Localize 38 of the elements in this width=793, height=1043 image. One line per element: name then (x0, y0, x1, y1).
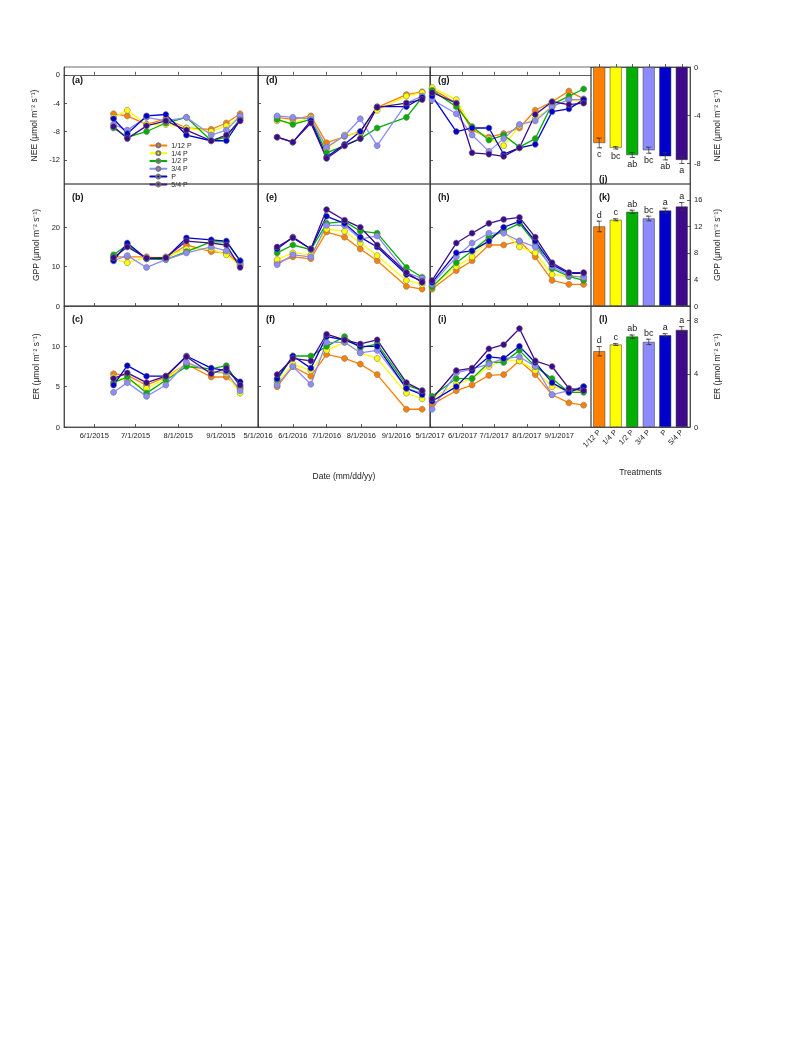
text: (b) (72, 191, 84, 202)
data-label: d (596, 209, 602, 220)
data-label: ab (627, 323, 638, 334)
data-label: bc (643, 204, 654, 215)
y-axis-title: NEE (μmol m⁻² s⁻¹) (28, 89, 39, 162)
data-label: c (613, 332, 619, 343)
text: (c) (72, 313, 83, 324)
data-label: a (679, 164, 685, 175)
data-label: c (597, 149, 602, 160)
text: (d) (266, 74, 278, 85)
text: (f) (266, 313, 275, 324)
x-axis-title: Treatments (619, 466, 662, 477)
data-label: a (679, 191, 685, 202)
data-label: a (679, 315, 685, 326)
text: (j) (599, 173, 608, 184)
y-axis-title: ER (μmol m⁻² s⁻¹) (31, 333, 42, 400)
text: (l) (599, 313, 608, 324)
text: (h) (438, 191, 450, 202)
text: (e) (266, 191, 277, 202)
data-label: ab (627, 198, 638, 209)
data-label: a (662, 196, 668, 207)
text: (a) (72, 74, 83, 85)
x-axis-title: Date (mm/dd/yy) (312, 470, 376, 481)
y-axis-title: GPP (μmol m⁻² s⁻¹) (31, 208, 42, 282)
data-label: bc (643, 154, 654, 165)
text: (k) (599, 191, 610, 202)
data-label: d (596, 335, 602, 346)
y-axis-title: GPP (μmol m⁻² s⁻¹) (711, 208, 722, 282)
data-label: ab (660, 161, 671, 172)
data-label: bc (610, 150, 621, 161)
y-axis-title: NEE (μmol m⁻² s⁻¹) (711, 89, 722, 162)
y-axis-title: ER (μmol m⁻² s⁻¹) (711, 333, 722, 400)
data-label: ab (627, 158, 638, 169)
text: (g) (438, 74, 450, 85)
data-label: c (613, 207, 619, 218)
text: (i) (438, 313, 447, 324)
data-label: a (662, 322, 668, 333)
data-label: bc (643, 327, 654, 338)
